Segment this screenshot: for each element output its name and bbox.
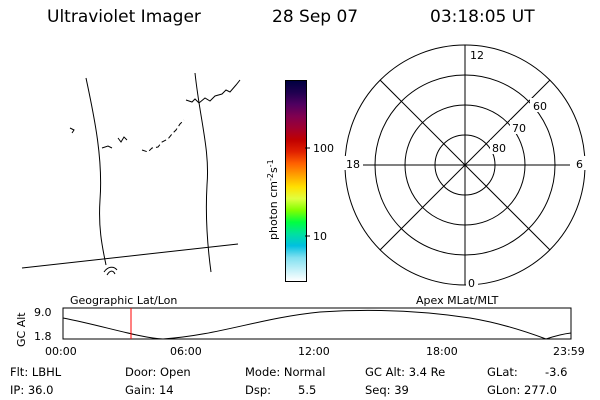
time-label: 03:18:05 UT (430, 7, 535, 27)
mlt-label-18: 18 (346, 158, 360, 171)
instrument-title: Ultraviolet Imager (47, 7, 201, 27)
date-label: 28 Sep 07 (272, 7, 359, 27)
coastline-segment (141, 119, 185, 153)
lat-label-70: 70 (512, 122, 526, 135)
y-tick-9: 9.0 (34, 306, 52, 319)
meridian-line-right (194, 72, 212, 273)
colorbar-gradient (286, 81, 306, 281)
geographic-label: Geographic Lat/Lon (70, 294, 178, 307)
apex-label: Apex MLat/MLT (416, 294, 499, 307)
colorbar-tick-100: 100 (313, 142, 334, 155)
dsp-label: Dsp: (245, 383, 272, 397)
altitude-curve (62, 309, 572, 340)
ip-readout: IP: 36.0 (10, 383, 54, 397)
mode-readout: Mode: Normal (245, 365, 326, 379)
colorbar (285, 80, 307, 282)
y-axis-title: GC Alt (15, 312, 28, 347)
x-tick-2359: 23:59 (553, 345, 585, 358)
glon-readout: GLon: 277.0 (487, 383, 557, 397)
x-tick-0000: 00:00 (45, 345, 77, 358)
seq-readout: Seq: 39 (365, 383, 409, 397)
x-tick-1800: 18:00 (426, 345, 458, 358)
y-tick-1-8: 1.8 (34, 330, 52, 343)
mlt-label-6: 6 (576, 158, 583, 171)
gain-readout: Gain: 14 (125, 383, 174, 397)
door-readout: Door: Open (125, 365, 191, 379)
lat-label-80: 80 (492, 142, 506, 155)
coastline-segment (117, 136, 128, 143)
mlt-label-12: 12 (470, 49, 484, 62)
coastline-segment (101, 145, 113, 149)
x-tick-0600: 06:00 (170, 345, 202, 358)
colorbar-tick-10: 10 (313, 230, 327, 243)
colorbar-unit-label: photon cm-2s-1 (266, 159, 281, 240)
parallel-line (21, 243, 239, 269)
filter-readout: Flt: LBHL (10, 365, 62, 379)
mlt-label-0: 0 (468, 277, 475, 290)
glat-value: -3.6 (545, 365, 568, 379)
x-tick-1200: 12:00 (298, 345, 330, 358)
coastline-segment (185, 79, 241, 104)
dsp-value: 5.5 (298, 383, 317, 397)
coastline-segment (69, 127, 75, 134)
glat-label: GLat: (487, 365, 518, 379)
island-shape (103, 266, 118, 276)
meridian-line-left (85, 77, 107, 266)
lat-label-60: 60 (533, 100, 547, 113)
gc-alt-readout: GC Alt: 3.4 Re (365, 365, 446, 379)
